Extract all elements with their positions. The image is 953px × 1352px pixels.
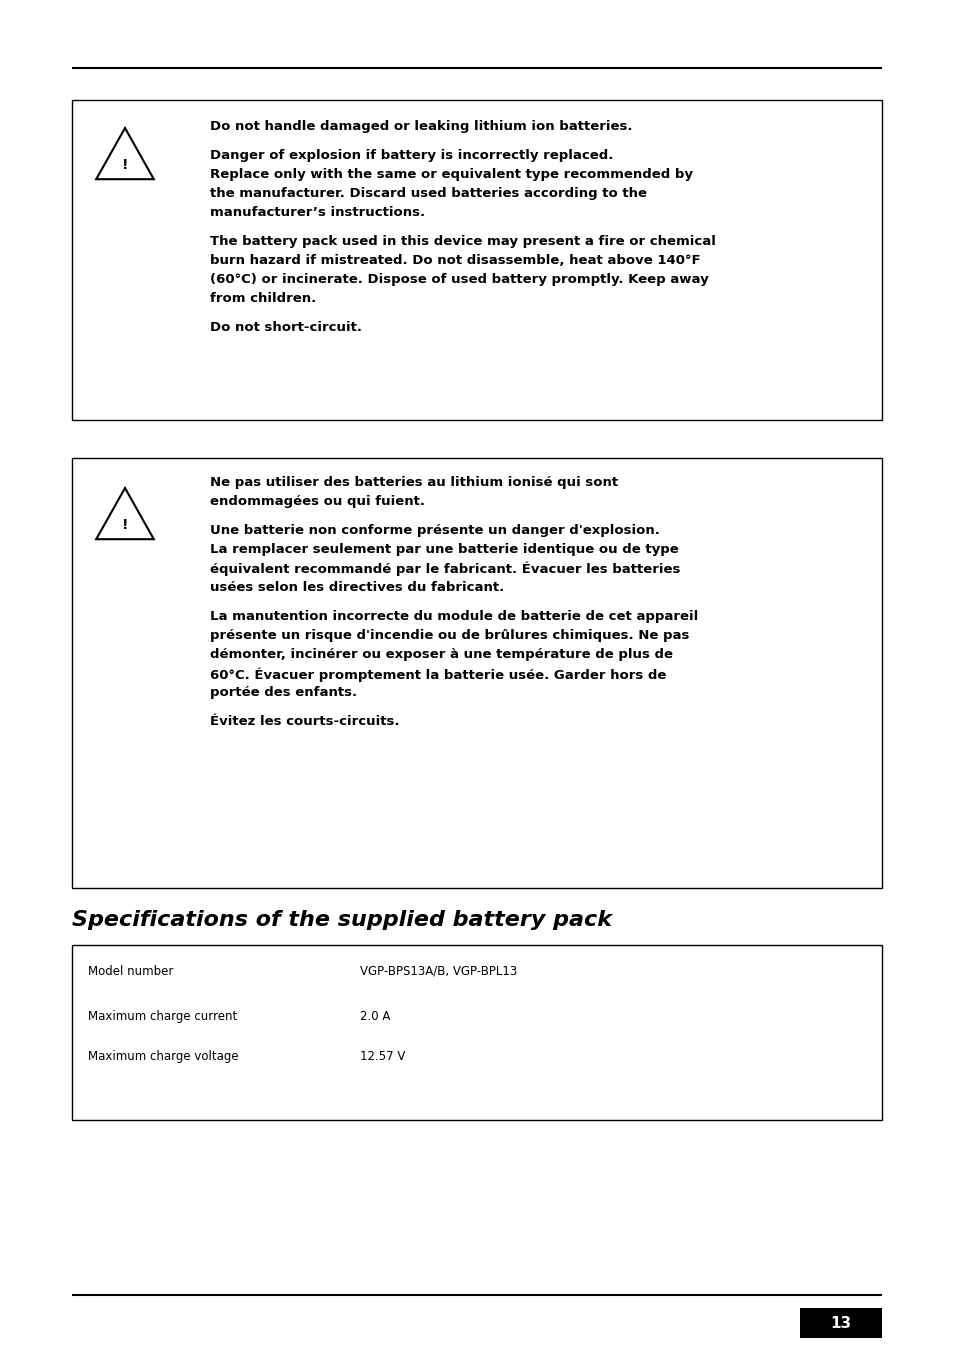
Text: Danger of explosion if battery is incorrectly replaced.: Danger of explosion if battery is incorr… [210, 149, 613, 162]
Text: La remplacer seulement par une batterie identique ou de type: La remplacer seulement par une batterie … [210, 544, 678, 556]
Bar [71, 100, 882, 420]
Text: VGP-BPS13A/B, VGP-BPL13: VGP-BPS13A/B, VGP-BPL13 [359, 965, 517, 977]
Text: 60°C. Évacuer promptement la batterie usée. Garder hors de: 60°C. Évacuer promptement la batterie us… [210, 667, 666, 681]
Text: Do not short-circuit.: Do not short-circuit. [210, 320, 361, 334]
Text: from children.: from children. [210, 292, 315, 306]
Text: équivalent recommandé par le fabricant. Évacuer les batteries: équivalent recommandé par le fabricant. … [210, 562, 679, 576]
Text: démonter, incinérer ou exposer à une température de plus de: démonter, incinérer ou exposer à une tem… [210, 648, 672, 661]
Text: manufacturer’s instructions.: manufacturer’s instructions. [210, 206, 425, 219]
Bar [71, 945, 882, 1119]
Bar [800, 1307, 882, 1338]
Text: burn hazard if mistreated. Do not disassemble, heat above 140°F: burn hazard if mistreated. Do not disass… [210, 254, 700, 266]
Text: La manutention incorrecte du module de batterie de cet appareil: La manutention incorrecte du module de b… [210, 610, 698, 623]
Text: (60°C) or incinerate. Dispose of used battery promptly. Keep away: (60°C) or incinerate. Dispose of used ba… [210, 273, 708, 287]
Text: The battery pack used in this device may present a fire or chemical: The battery pack used in this device may… [210, 235, 715, 247]
Text: Une batterie non conforme présente un danger d'explosion.: Une batterie non conforme présente un da… [210, 525, 659, 537]
Text: !: ! [122, 158, 128, 172]
Text: 2.0 A: 2.0 A [359, 1010, 390, 1023]
Text: Specifications of the supplied battery pack: Specifications of the supplied battery p… [71, 910, 612, 930]
Text: !: ! [122, 518, 128, 531]
Text: Replace only with the same or equivalent type recommended by: Replace only with the same or equivalent… [210, 168, 692, 181]
Bar [71, 458, 882, 888]
Text: endommagées ou qui fuient.: endommagées ou qui fuient. [210, 495, 424, 508]
Text: 12.57 V: 12.57 V [359, 1051, 405, 1063]
Text: 13: 13 [829, 1315, 851, 1330]
Text: présente un risque d'incendie ou de brûlures chimiques. Ne pas: présente un risque d'incendie ou de brûl… [210, 629, 689, 642]
Text: portée des enfants.: portée des enfants. [210, 685, 356, 699]
Text: the manufacturer. Discard used batteries according to the: the manufacturer. Discard used batteries… [210, 187, 646, 200]
Text: Maximum charge current: Maximum charge current [88, 1010, 237, 1023]
Text: Do not handle damaged or leaking lithium ion batteries.: Do not handle damaged or leaking lithium… [210, 120, 632, 132]
Text: Maximum charge voltage: Maximum charge voltage [88, 1051, 238, 1063]
Text: Évitez les courts-circuits.: Évitez les courts-circuits. [210, 715, 399, 727]
Text: Ne pas utiliser des batteries au lithium ionisé qui sont: Ne pas utiliser des batteries au lithium… [210, 476, 618, 489]
Text: usées selon les directives du fabricant.: usées selon les directives du fabricant. [210, 581, 504, 594]
Text: Model number: Model number [88, 965, 173, 977]
